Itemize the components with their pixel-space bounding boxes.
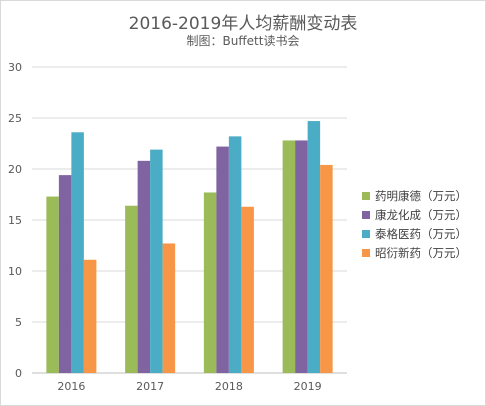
chart-title: 2016-2019年人均薪酬变动表 (128, 14, 358, 34)
bar (162, 243, 176, 373)
bar (83, 259, 97, 373)
y-tick-label: 30 (8, 61, 22, 74)
bar (282, 140, 296, 373)
legend-item: 药明康德（万元） (362, 186, 467, 205)
legend-label: 昭衍新药（万元） (375, 245, 467, 260)
legend-swatch (362, 229, 370, 238)
y-tick-label: 20 (8, 163, 22, 176)
bar (216, 146, 229, 373)
bar (307, 121, 321, 373)
y-tick-label: 10 (8, 265, 22, 278)
legend-label: 泰格医药（万元） (375, 226, 467, 241)
bar (295, 140, 308, 373)
bar (125, 205, 138, 373)
bar (71, 132, 84, 373)
x-tick-label: 2019 (294, 380, 322, 393)
legend-item: 昭衍新药（万元） (362, 243, 467, 262)
bar (46, 196, 59, 373)
x-tick-label: 2018 (215, 380, 243, 393)
y-tick-label: 15 (8, 214, 22, 227)
legend-item: 康龙化成（万元） (362, 205, 467, 224)
bar (137, 160, 151, 373)
x-tick-label: 2017 (136, 380, 164, 393)
chart-subtitle: 制图：Buffett读书会 (186, 34, 300, 48)
y-tick-label: 0 (15, 367, 22, 380)
legend-swatch (362, 248, 370, 257)
legend-swatch (362, 191, 370, 200)
legend-label: 康龙化成（万元） (375, 207, 467, 222)
y-tick-label: 25 (8, 112, 22, 125)
bar (320, 164, 333, 373)
bar (203, 192, 217, 373)
x-tick-label: 2016 (57, 380, 85, 393)
y-tick-label: 5 (15, 316, 22, 329)
bar (150, 149, 163, 373)
bar (228, 136, 242, 373)
bar (58, 175, 72, 373)
legend: 药明康德（万元） 康龙化成（万元） 泰格医药（万元） 昭衍新药（万元） (362, 186, 467, 262)
legend-item: 泰格医药（万元） (362, 224, 467, 243)
legend-label: 药明康德（万元） (375, 188, 467, 203)
bar (241, 206, 254, 373)
legend-swatch (362, 210, 370, 219)
